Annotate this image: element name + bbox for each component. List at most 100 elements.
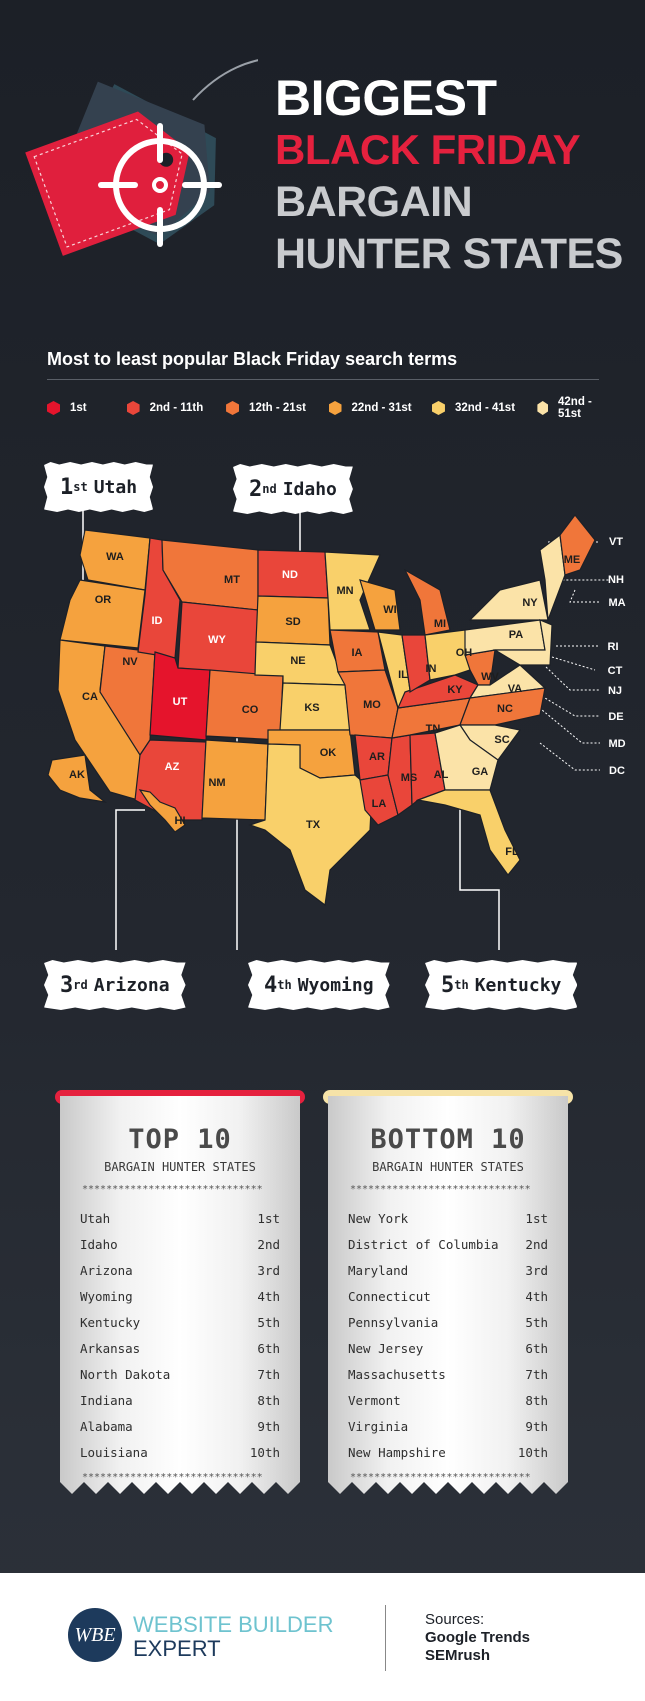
label-ma: MA: [608, 597, 625, 609]
title-line-3: BARGAIN: [275, 178, 473, 226]
legend-item: 2nd - 11th: [126, 396, 226, 420]
legend: 1st 2nd - 11th 12th - 21st 22nd - 31st 3…: [47, 396, 607, 420]
hexagon-icon: [431, 401, 445, 415]
source-semrush: SEMrush: [425, 1647, 491, 1664]
label-vt: VT: [609, 536, 623, 548]
receipt-title: TOP 10: [128, 1124, 232, 1155]
label-pa: PA: [509, 629, 524, 641]
label-wa: WA: [106, 551, 124, 563]
footer: WBE WEBSITE BUILDER EXPERT Sources: Goog…: [0, 1573, 645, 1701]
state-shapes: [47, 514, 596, 907]
receipt-row: Massachusetts 7th: [348, 1362, 548, 1388]
label-wi: WI: [383, 604, 396, 616]
state-nj-md-de: [492, 619, 553, 666]
receipt-stars-bottom: ******************************: [350, 1472, 531, 1483]
label-az: AZ: [165, 761, 180, 773]
row-state: Alabama: [80, 1419, 133, 1434]
label-wv: WV: [481, 671, 499, 683]
row-rank: 3rd: [257, 1263, 280, 1278]
row-rank: 4th: [257, 1289, 280, 1304]
hexagon-icon: [126, 401, 140, 415]
label-wy: WY: [208, 634, 226, 646]
receipt-row: North Dakota 7th: [80, 1362, 280, 1388]
title-line-2: BLACK FRIDAY: [275, 126, 581, 173]
label-oh: OH: [456, 647, 473, 659]
label-ny: NY: [522, 597, 538, 609]
hexagon-icon: [226, 401, 240, 415]
crosshair-icon: [98, 123, 222, 247]
row-state: New Jersey: [348, 1341, 424, 1356]
label-dc: DC: [609, 765, 625, 777]
receipt-row: Wyoming 4th: [80, 1284, 280, 1310]
row-rank: 1st: [257, 1211, 280, 1226]
receipt-subtitle: BARGAIN HUNTER STATES: [104, 1160, 256, 1174]
receipt-top10: TOP 10 BARGAIN HUNTER STATES ***********…: [55, 1090, 305, 1500]
row-rank: 1st: [525, 1211, 548, 1226]
row-state: Wyoming: [80, 1289, 133, 1304]
row-rank: 5th: [257, 1315, 280, 1330]
label-id: ID: [152, 615, 163, 627]
state-tx: [248, 743, 373, 907]
label-ne: NE: [290, 655, 305, 667]
receipt-row: New Hampshire 10th: [348, 1440, 548, 1466]
label-ia: IA: [352, 647, 363, 659]
sources: Sources: Google Trends SEMrush: [425, 1611, 531, 1664]
state-mi: [403, 568, 451, 636]
row-rank: 2nd: [257, 1237, 280, 1252]
label-ks: KS: [304, 702, 319, 714]
legend-item: 1st: [47, 396, 127, 420]
hexagon-icon: [328, 401, 342, 415]
row-state: Connecticut: [348, 1289, 431, 1304]
label-ms: MS: [401, 772, 418, 784]
receipt-stars-top: ******************************: [350, 1184, 531, 1195]
row-state: Arkansas: [80, 1341, 141, 1356]
label-me: ME: [564, 554, 581, 566]
legend-item: 22nd - 31st: [328, 396, 432, 420]
state-ny: [468, 579, 549, 621]
label-or: OR: [95, 594, 112, 606]
label-mn: MN: [336, 585, 353, 597]
state-wa: [79, 529, 151, 591]
receipt-paper: TOP 10 BARGAIN HUNTER STATES ***********…: [60, 1096, 300, 1494]
receipt-stars-top: ******************************: [82, 1184, 263, 1195]
row-state: Massachusetts: [348, 1367, 446, 1382]
row-rank: 8th: [257, 1393, 280, 1408]
row-rank: 9th: [525, 1419, 548, 1434]
label-ct: CT: [608, 665, 623, 677]
title-line-4: HUNTER STATES: [275, 230, 623, 278]
receipt-list: New York 1st District of Columbia 2nd Maryla…: [348, 1206, 548, 1466]
brand-name[interactable]: WEBSITE BUILDER EXPERT: [133, 1612, 334, 1661]
label-nd: ND: [282, 569, 298, 581]
label-de: DE: [608, 711, 623, 723]
row-state: New York: [348, 1211, 409, 1226]
receipt-row: Connecticut 4th: [348, 1284, 548, 1310]
state-mn: [324, 551, 381, 631]
brand-logo[interactable]: WBE: [68, 1608, 122, 1662]
price-tag-icon: [25, 59, 258, 256]
row-state: Utah: [80, 1211, 111, 1226]
label-nc: NC: [497, 703, 513, 715]
receipt-row: Indiana 8th: [80, 1388, 280, 1414]
label-fl: FL: [505, 846, 519, 858]
legend-item: 42nd - 51st: [537, 396, 607, 420]
receipt-stars-bottom: ******************************: [82, 1472, 263, 1483]
label-ak: AK: [69, 769, 85, 781]
label-tn: TN: [426, 723, 441, 735]
row-rank: 6th: [257, 1341, 280, 1356]
receipt-row: Vermont 8th: [348, 1388, 548, 1414]
label-nj: NJ: [608, 685, 622, 697]
label-hi: HI: [175, 815, 186, 827]
label-ut: UT: [173, 696, 188, 708]
hexagon-icon: [47, 401, 60, 415]
state-va: [468, 664, 547, 699]
row-state: Vermont: [348, 1393, 401, 1408]
state-la: [359, 774, 399, 826]
receipt-paper: BOTTOM 10 BARGAIN HUNTER STATES ********…: [328, 1096, 568, 1494]
row-rank: 3rd: [525, 1263, 548, 1278]
row-state: Idaho: [80, 1237, 118, 1252]
state-ak: [47, 754, 108, 803]
label-nh: NH: [608, 574, 624, 586]
receipt-row: Kentucky 5th: [80, 1310, 280, 1336]
state-hi: [138, 789, 186, 833]
